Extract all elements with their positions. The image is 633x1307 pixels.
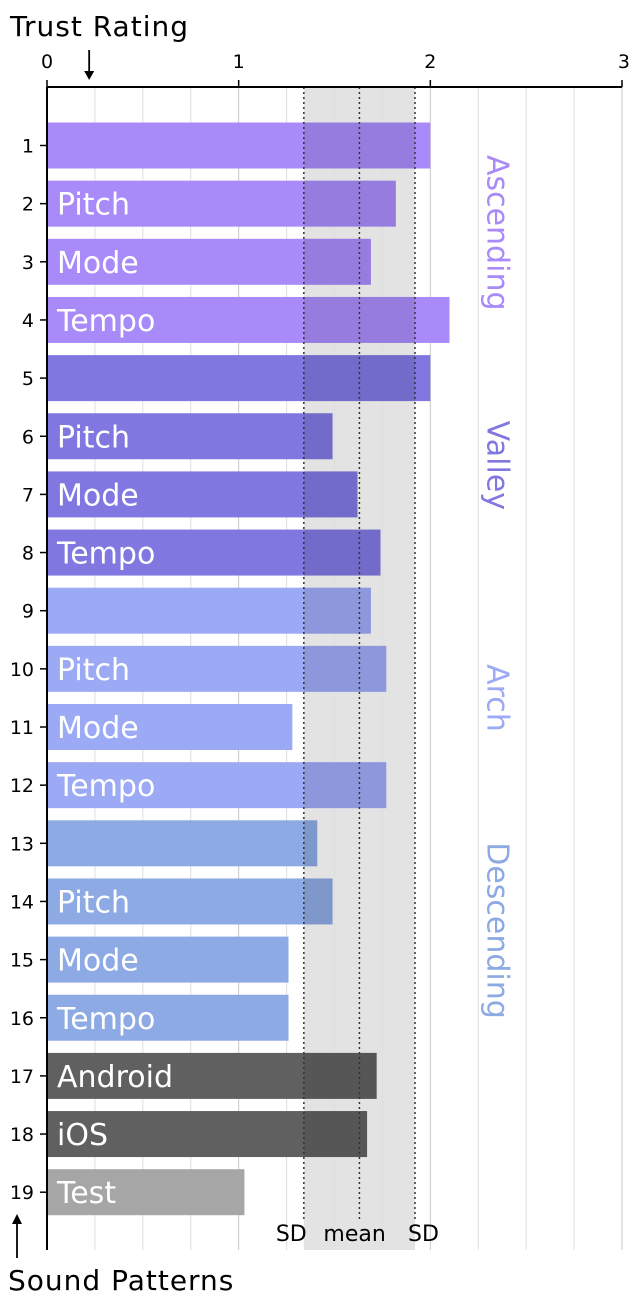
reference-label-sd-high: SD <box>408 1222 439 1247</box>
bar-band-overlap <box>303 587 371 634</box>
y-tick-label: 15 <box>10 950 34 972</box>
group-label-descending: Descending <box>480 842 515 1019</box>
bar <box>47 704 293 750</box>
bar-label: Tempo <box>56 769 155 804</box>
bar-label: Tempo <box>56 1002 155 1037</box>
x-tick-label: 1 <box>233 51 245 73</box>
overlay-layer: SD mean SD Ascending Valley Arch Descending <box>276 87 515 1247</box>
bar <box>47 878 333 925</box>
y-tick-label: 8 <box>22 543 34 565</box>
y-axis-arrow-head <box>12 1214 22 1224</box>
bar-band-overlap <box>303 471 358 518</box>
bar-band-overlap <box>303 529 381 576</box>
y-tick-label: 12 <box>10 775 34 797</box>
bar-band-overlap <box>303 820 318 867</box>
bar-label: Mode <box>57 246 139 281</box>
bar <box>47 645 387 692</box>
y-tick-label: 10 <box>10 659 34 681</box>
y-tick-label: 4 <box>22 310 34 332</box>
bar-label: Pitch <box>57 188 130 223</box>
bar <box>47 471 358 518</box>
reference-label-mean: mean <box>323 1222 385 1247</box>
y-tick-label: 5 <box>22 368 34 390</box>
bar <box>47 238 371 285</box>
x-axis-arrow-head <box>84 71 95 80</box>
bar-label: Pitch <box>57 653 130 688</box>
y-tick-label: 16 <box>10 1008 34 1030</box>
bar-band-overlap <box>303 122 415 169</box>
bar <box>47 413 333 460</box>
bar <box>47 122 431 169</box>
bar-label: Tempo <box>56 537 155 572</box>
bar <box>47 180 396 227</box>
bar-band-overlap <box>303 238 371 285</box>
bar <box>47 994 289 1041</box>
y-tick-label: 3 <box>22 252 34 274</box>
bar-band-overlap <box>303 1052 377 1099</box>
bar <box>47 1169 245 1216</box>
y-tick-label: 18 <box>10 1124 34 1146</box>
bar-label: Tempo <box>56 304 155 339</box>
y-tick-label: 14 <box>10 891 34 913</box>
bar-band-overlap <box>303 878 333 925</box>
bar <box>47 1111 368 1158</box>
bar-band-overlap <box>303 296 415 343</box>
bar <box>47 587 371 634</box>
group-label-valley: Valley <box>480 421 515 510</box>
bar <box>47 1052 377 1099</box>
y-tick-label: 19 <box>10 1182 34 1204</box>
y-tick-label: 17 <box>10 1066 34 1088</box>
bar-band-overlap <box>303 180 396 227</box>
reference-label-sd-low: SD <box>276 1222 307 1247</box>
group-label-arch: Arch <box>480 664 515 732</box>
y-axis-title: Sound Patterns <box>8 1264 234 1297</box>
y-tick-label: 7 <box>22 484 34 506</box>
bar-label: Mode <box>57 711 139 746</box>
bar-label: Pitch <box>57 885 130 920</box>
y-tick-label: 6 <box>22 426 34 448</box>
group-label-ascending: Ascending <box>480 155 515 311</box>
bar-band-overlap <box>303 645 387 692</box>
y-tick-label: 9 <box>22 601 34 623</box>
y-tick-label: 13 <box>10 833 34 855</box>
bar-label: Pitch <box>57 420 130 455</box>
bar-label: iOS <box>57 1118 108 1153</box>
y-tick-label: 2 <box>22 194 34 216</box>
bar-label: Mode <box>57 944 139 979</box>
bar-band-overlap <box>303 413 333 460</box>
x-tick-label: 2 <box>424 51 436 73</box>
bar <box>47 762 387 809</box>
bar <box>47 296 450 343</box>
y-tick-label: 11 <box>10 717 34 739</box>
bar-band-overlap <box>303 762 387 809</box>
bar <box>47 529 381 576</box>
bar <box>47 355 431 402</box>
bar-label: Android <box>57 1060 173 1095</box>
y-tick-label: 1 <box>22 136 34 158</box>
x-tick-label: 0 <box>41 51 53 73</box>
bar-label: Mode <box>57 478 139 513</box>
bar-label: Test <box>56 1176 116 1211</box>
bar-layer: Pitch Mode Tempo Pitch Mode Tempo Pitch Mode Tem… <box>47 122 450 1216</box>
bar <box>47 936 289 983</box>
bar <box>47 820 318 867</box>
x-tick-label: 3 <box>618 51 630 73</box>
x-axis-title: Trust Rating <box>9 10 189 43</box>
bar-band-overlap <box>303 1111 368 1158</box>
